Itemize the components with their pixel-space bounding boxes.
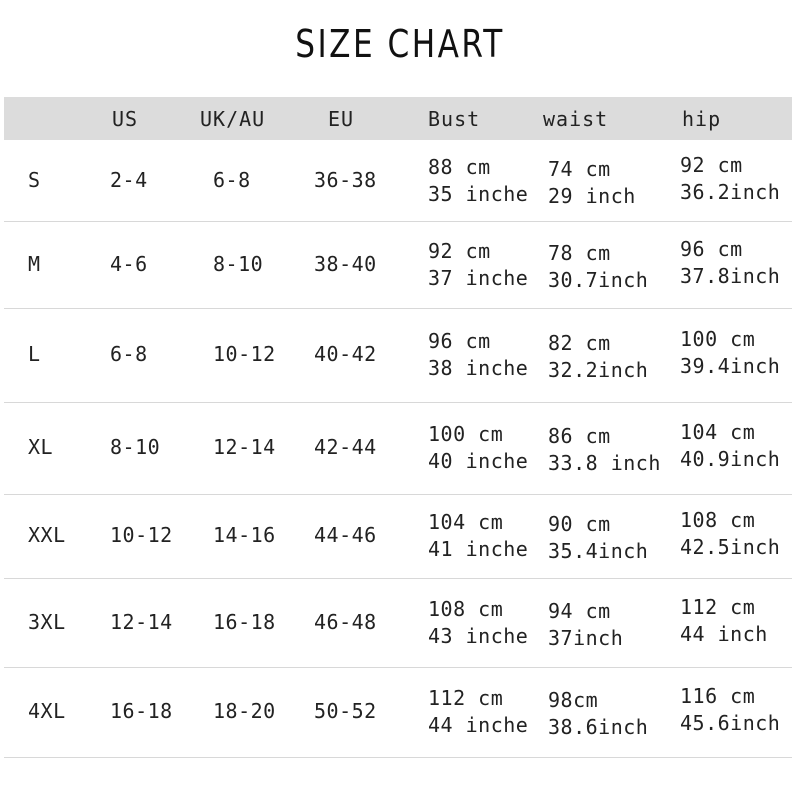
row-divider <box>4 221 792 222</box>
cell-us: 10-12 <box>110 523 173 547</box>
cell-size: 3XL <box>28 609 66 634</box>
cell-size: 4XL <box>28 699 66 723</box>
cell-waist-cm: 82 cm <box>548 331 611 355</box>
cell-bust-inch: 38 inche <box>428 356 529 380</box>
column-header-waist: waist <box>543 107 609 131</box>
cell-hip-cm: 116 cm <box>680 684 756 708</box>
cell-size: L <box>28 342 41 366</box>
cell-bust-inch: 37 inche <box>428 265 529 290</box>
column-header-hip: hip <box>682 107 722 131</box>
cell-waist-inch: 32.2inch <box>548 358 649 382</box>
column-header-bust: Bust <box>428 107 481 131</box>
cell-waist-cm: 86 cm <box>548 424 611 448</box>
cell-waist-inch: 30.7inch <box>548 267 649 292</box>
cell-ukau: 14-16 <box>213 523 276 547</box>
cell-eu: 40-42 <box>314 342 377 366</box>
cell-us: 16-18 <box>110 699 173 723</box>
cell-hip-inch: 36.2inch <box>680 179 781 204</box>
cell-hip-cm: 96 cm <box>680 236 743 261</box>
cell-eu: 46-48 <box>314 609 377 634</box>
cell-eu: 36-38 <box>314 167 377 192</box>
cell-hip-cm: 100 cm <box>680 327 756 351</box>
cell-hip-inch: 45.6inch <box>680 711 781 735</box>
cell-waist-inch: 37inch <box>548 625 624 650</box>
table-header <box>4 97 792 140</box>
cell-hip-inch: 39.4inch <box>680 354 781 378</box>
cell-hip-cm: 104 cm <box>680 420 756 444</box>
cell-us: 2-4 <box>110 167 148 192</box>
cell-hip-cm: 92 cm <box>680 152 743 177</box>
page-title: SIZE CHART <box>295 22 505 66</box>
cell-bust-cm: 104 cm <box>428 510 504 534</box>
cell-waist-cm: 74 cm <box>548 156 611 181</box>
cell-hip-inch: 40.9inch <box>680 447 781 471</box>
row-divider <box>4 578 792 579</box>
row-divider <box>4 757 792 758</box>
cell-eu: 50-52 <box>314 699 377 723</box>
cell-bust-inch: 43 inche <box>428 623 529 648</box>
row-divider <box>4 308 792 309</box>
cell-us: 12-14 <box>110 609 173 634</box>
cell-ukau: 12-14 <box>213 435 276 459</box>
cell-hip-cm: 108 cm <box>680 508 756 532</box>
cell-hip-cm: 112 cm <box>680 594 756 619</box>
cell-bust-cm: 108 cm <box>428 596 504 621</box>
cell-bust-cm: 88 cm <box>428 154 491 179</box>
row-divider <box>4 667 792 668</box>
cell-bust-inch: 40 inche <box>428 449 529 473</box>
cell-bust-inch: 41 inche <box>428 537 529 561</box>
cell-bust-cm: 100 cm <box>428 422 504 446</box>
cell-waist-cm: 98cm <box>548 688 599 712</box>
cell-waist-cm: 78 cm <box>548 240 611 265</box>
cell-ukau: 8-10 <box>213 251 264 276</box>
cell-us: 8-10 <box>110 435 161 459</box>
cell-waist-inch: 38.6inch <box>548 715 649 739</box>
cell-hip-inch: 44 inch <box>680 621 768 646</box>
cell-eu: 44-46 <box>314 523 377 547</box>
cell-bust-cm: 96 cm <box>428 329 491 353</box>
cell-waist-cm: 94 cm <box>548 598 611 623</box>
row-divider <box>4 402 792 403</box>
cell-eu: 38-40 <box>314 251 377 276</box>
row-divider <box>4 494 792 495</box>
cell-size: XL <box>28 435 54 459</box>
cell-bust-cm: 112 cm <box>428 686 504 710</box>
column-header-eu: EU <box>328 107 355 131</box>
cell-bust-inch: 44 inche <box>428 713 529 737</box>
cell-bust-cm: 92 cm <box>428 238 491 263</box>
cell-us: 4-6 <box>110 251 148 276</box>
cell-waist-cm: 90 cm <box>548 512 611 536</box>
cell-ukau: 18-20 <box>213 699 276 723</box>
cell-hip-inch: 37.8inch <box>680 263 781 288</box>
column-header-us: US <box>112 107 139 131</box>
cell-size: S <box>28 167 41 192</box>
cell-ukau: 6-8 <box>213 167 251 192</box>
cell-waist-inch: 35.4inch <box>548 539 649 563</box>
cell-ukau: 10-12 <box>213 342 276 366</box>
cell-ukau: 16-18 <box>213 609 276 634</box>
cell-bust-inch: 35 inche <box>428 181 529 206</box>
cell-waist-inch: 29 inch <box>548 183 636 208</box>
cell-size: M <box>28 251 41 276</box>
cell-eu: 42-44 <box>314 435 377 459</box>
cell-us: 6-8 <box>110 342 148 366</box>
column-header-uk-au: UK/AU <box>200 107 266 131</box>
cell-waist-inch: 33.8 inch <box>548 451 661 475</box>
cell-hip-inch: 42.5inch <box>680 535 781 559</box>
cell-size: XXL <box>28 523 66 547</box>
